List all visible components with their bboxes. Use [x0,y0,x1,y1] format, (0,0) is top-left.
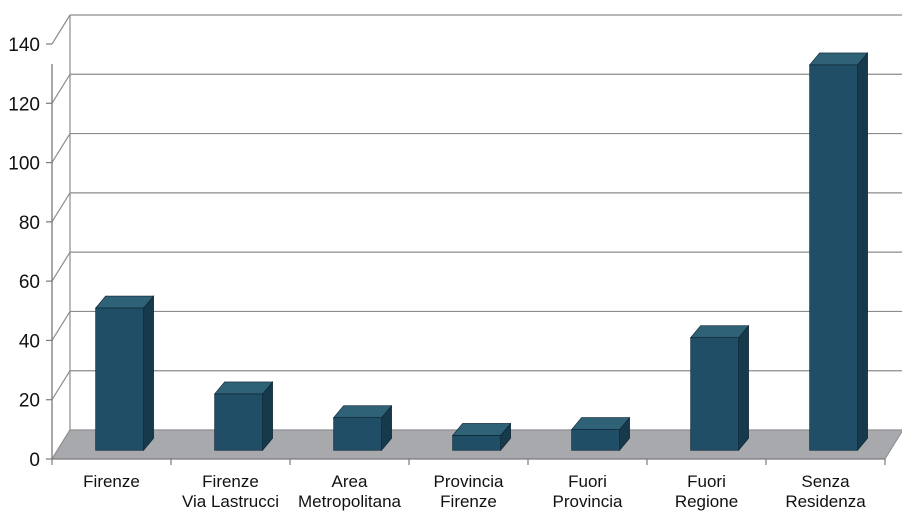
gridline-depth [51,73,71,104]
x-tick-label-line: Via Lastrucci [182,492,279,511]
x-tick-label-line: Metropolitana [298,492,402,511]
bar [689,324,750,452]
x-tick-label-line: Firenze [202,472,259,491]
gridline-depth [51,251,71,282]
chart-bars [94,52,869,452]
x-tick-label-line: Residenza [785,492,866,511]
x-tick-label-line: Provincia [434,472,504,491]
x-tick-label: Firenze [83,472,140,491]
bar-front [690,337,739,451]
x-tick-label: Provincia Firenze [434,472,504,511]
bar-top [451,423,512,436]
bar-front [809,64,858,451]
bar [808,52,869,452]
bar-top [94,295,155,309]
bar-side [738,324,749,452]
bar-top [689,325,750,338]
x-tick-label-line: Area [332,472,368,491]
y-tick-label: 60 [19,272,40,293]
bar-top [570,417,631,430]
bar-top [808,52,869,66]
x-tick-label-line: Fuori [568,472,607,491]
x-tick-label: Senza Residenza [785,472,866,511]
y-tick-label: 140 [8,35,40,56]
bar [451,422,512,452]
bar-side [143,295,154,452]
bar-front [333,417,382,451]
x-tick-label-line: Firenze [83,472,140,491]
bar [213,381,274,452]
x-tick-label-line: Senza [801,472,850,491]
chart-grid [51,14,902,460]
gridline-depth [51,133,71,163]
chart-axes [46,43,886,465]
x-tick-label-line: Provincia [553,492,623,511]
x-tick-label-line: Firenze [440,492,497,511]
gridline-depth [51,14,71,45]
bar [332,404,393,452]
x-tick-label-line: Regione [675,492,738,511]
bar-top [332,405,393,418]
bar [570,416,631,452]
gridline-depth [51,370,71,401]
x-tick-label: Area Metropolitana [298,472,402,511]
gridline-depth [51,311,71,341]
bar-side [857,52,868,452]
gridline-depth [51,192,71,223]
y-tick-label: 20 [19,391,40,412]
x-tick-label: Fuori Provincia [553,472,623,511]
y-tick-label: 40 [19,331,40,352]
bar [94,295,155,452]
bar-front [452,435,501,451]
y-tick-label: 80 [19,213,40,234]
y-tick-label: 120 [8,94,40,115]
y-tick-label: 100 [8,154,40,175]
bar-front [95,307,144,451]
bar-front [571,429,620,451]
x-tick-label-line: Fuori [687,472,726,491]
x-tick-label: Fuori Regione [675,472,738,511]
y-tick-label: 0 [29,450,40,471]
bar-front [214,393,263,451]
x-tick-label: Firenze Via Lastrucci [182,472,279,511]
bar-top [213,381,274,395]
